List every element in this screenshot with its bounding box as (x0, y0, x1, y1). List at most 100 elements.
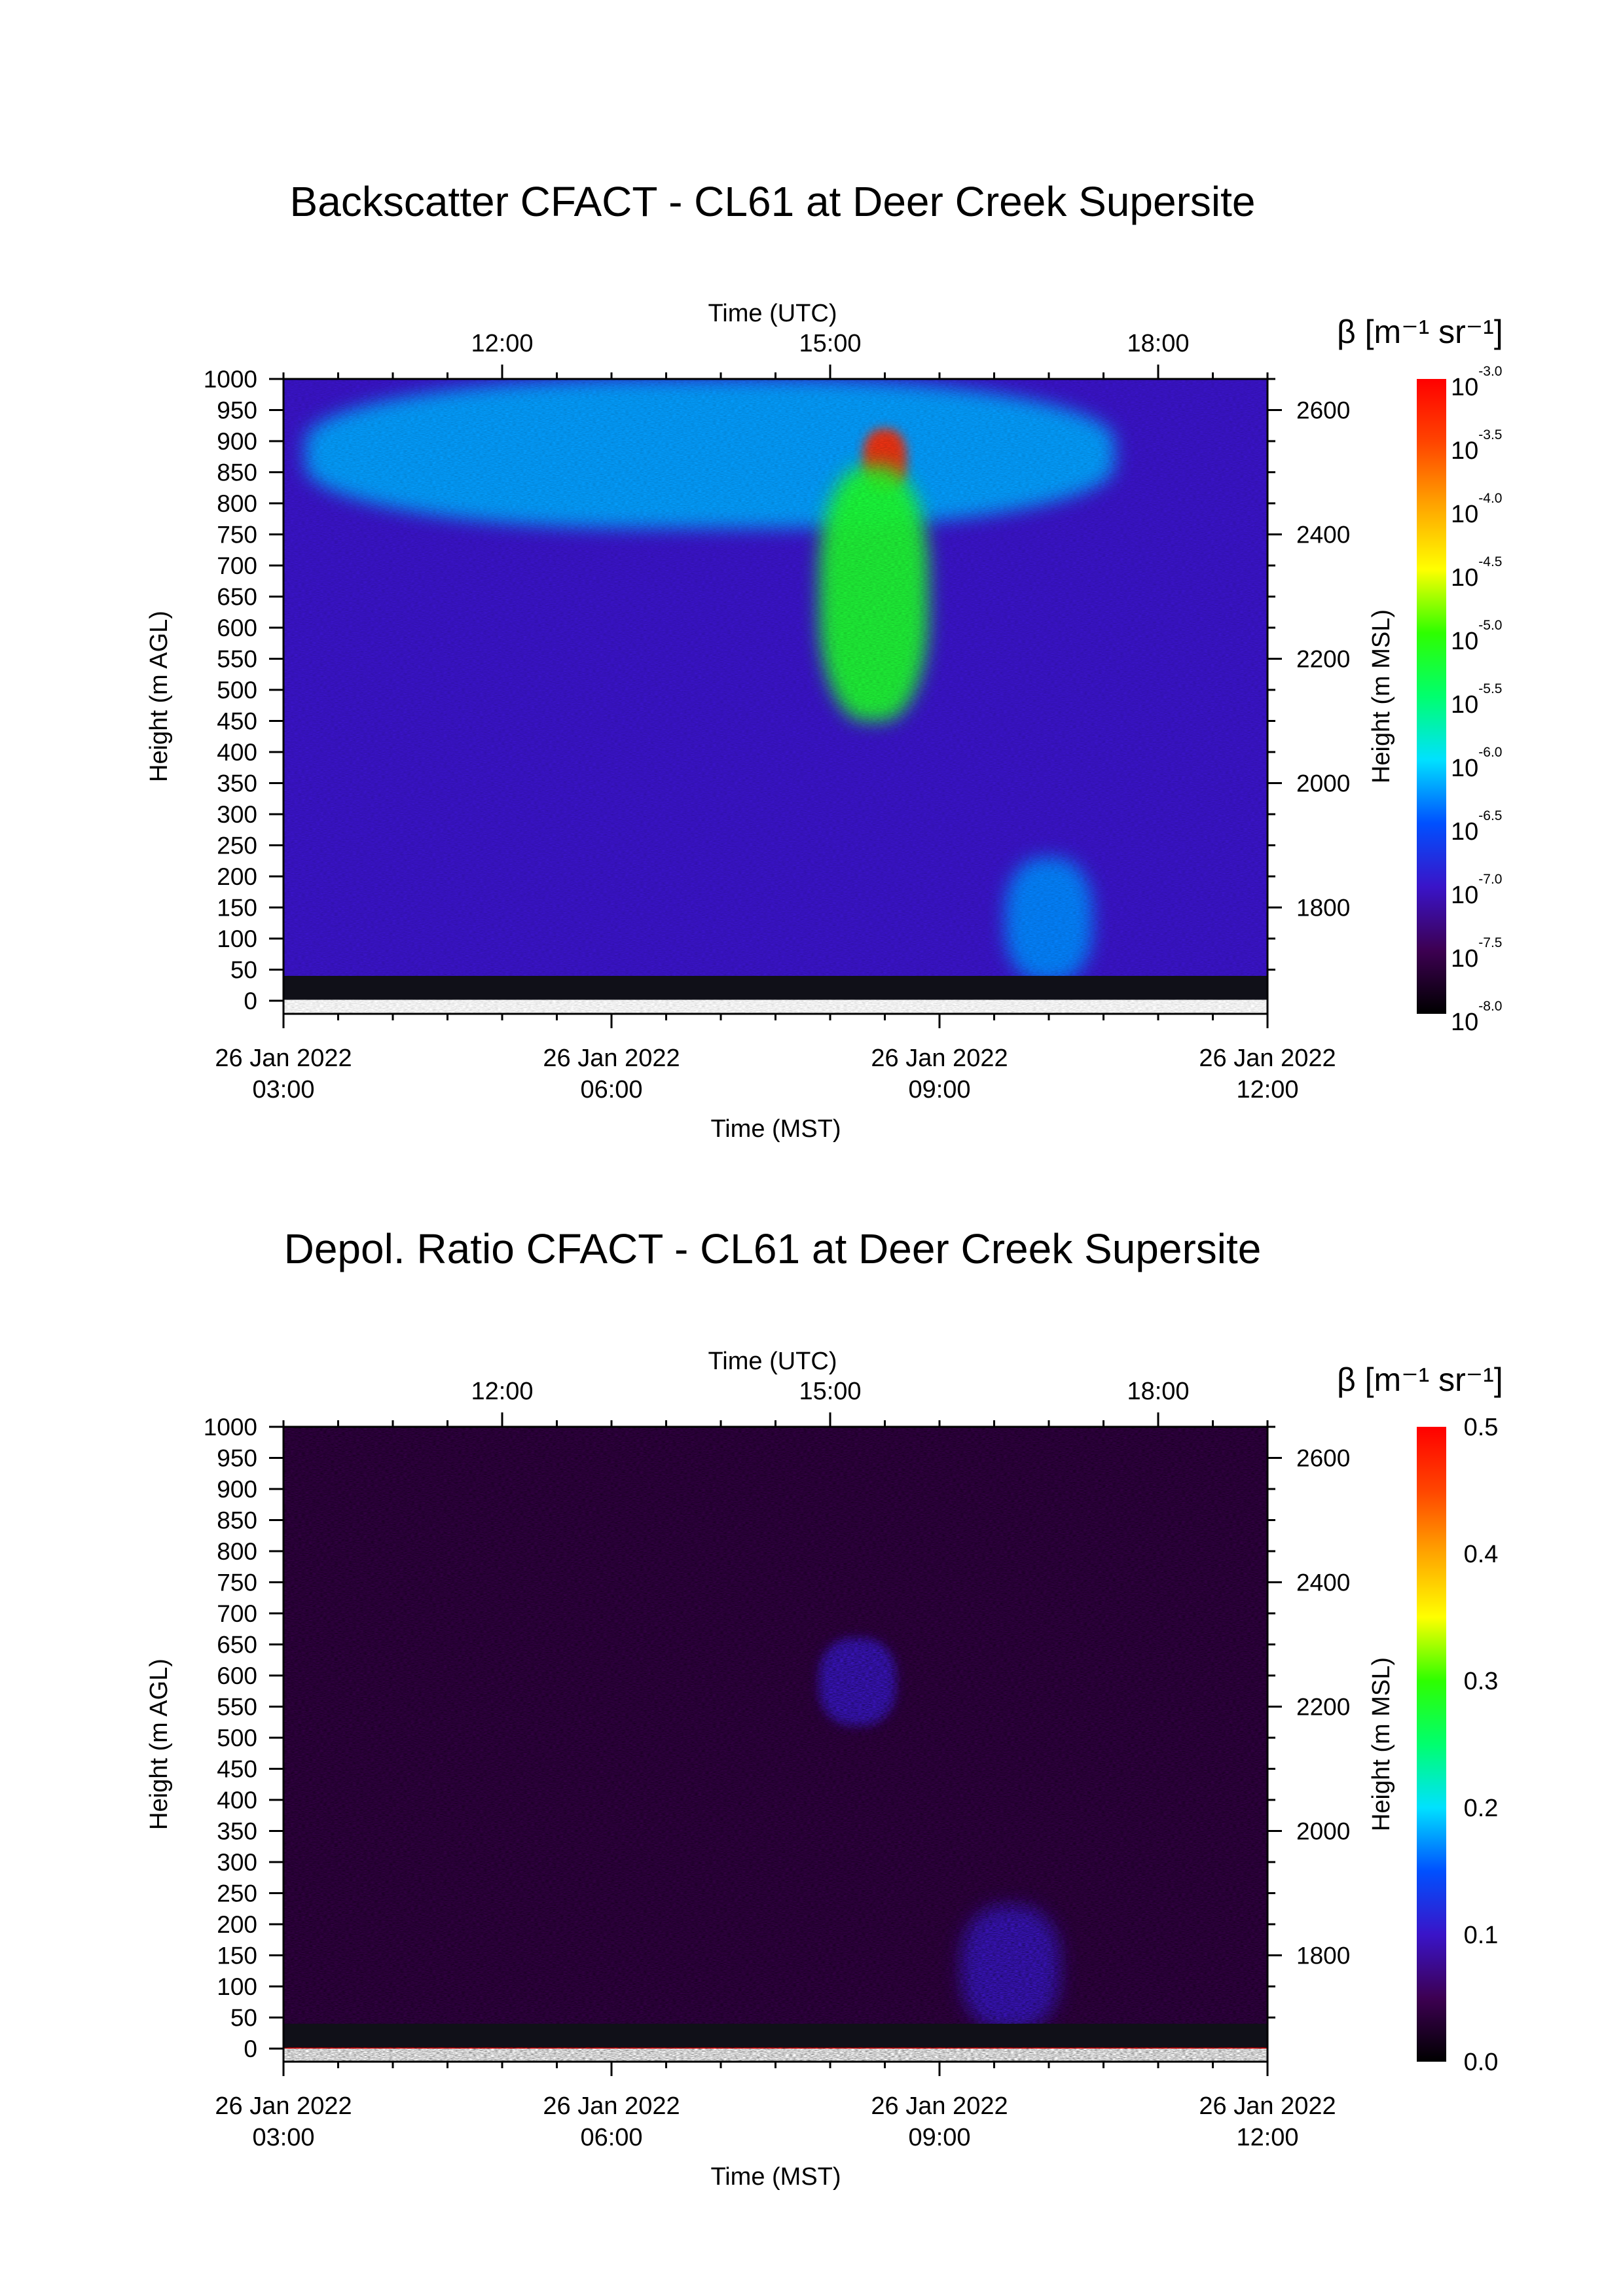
colorbar-tick-label: 0.0 (1464, 2049, 1499, 2076)
x-top-tick-label: 12:00 (471, 330, 533, 357)
colorbar-tick-label: 0.2 (1464, 1795, 1499, 1822)
x-tick-label-date: 26 Jan 2022 (1199, 1045, 1336, 1072)
colorbar-label: β [m⁻¹ sr⁻¹] (1337, 314, 1503, 350)
y-tick-label: 300 (217, 1849, 257, 1876)
x-tick-label-time: 03:00 (252, 1076, 314, 1103)
heatmap-field (283, 379, 1267, 1014)
x-tick-label-date: 26 Jan 2022 (1199, 2092, 1336, 2120)
y-tick-label: 100 (217, 1973, 257, 2000)
y-right-tick-label: 2600 (1296, 397, 1350, 424)
x-top-tick-label: 12:00 (471, 1378, 533, 1405)
x-tick-label-time: 09:00 (908, 2124, 970, 2151)
y-right-tick-label: 2000 (1296, 770, 1350, 797)
colorbar-tick-label: 10-4.5 (1451, 554, 1502, 592)
y-tick-label: 900 (217, 428, 257, 455)
x-top-tick-label: 18:00 (1127, 330, 1189, 357)
y-right-tick-label: 1800 (1296, 895, 1350, 922)
colorbar-tick-label: 0.5 (1464, 1414, 1499, 1441)
y-tick-label: 0 (244, 2036, 257, 2062)
y-tick-label: 250 (217, 1880, 257, 1907)
y-tick-label: 1000 (204, 1414, 257, 1441)
y-right-axis-label: Height (m MSL) (1368, 609, 1395, 783)
chart-panel-1: Depol. Ratio CFACT - CL61 at Deer Creek … (145, 1225, 1503, 2191)
x-top-tick-label: 18:00 (1127, 1378, 1189, 1405)
y-tick-label: 750 (217, 1570, 257, 1596)
y-tick-label: 1000 (204, 366, 257, 393)
chart-panel-0: Backscatter CFACT - CL61 at Deer Creek S… (145, 178, 1503, 1143)
y-right-tick-label: 2600 (1296, 1445, 1350, 1472)
x-top-axis-label: Time (UTC) (708, 300, 837, 327)
y-tick-label: 600 (217, 1662, 257, 1689)
y-tick-label: 450 (217, 708, 257, 735)
x-top-tick-label: 15:00 (799, 330, 861, 357)
colorbar (1417, 379, 1446, 1014)
x-top-axis-label: Time (UTC) (708, 1348, 837, 1375)
y-right-tick-label: 1800 (1296, 1943, 1350, 1969)
colorbar-tick-label: 10-6.0 (1451, 745, 1502, 782)
y-tick-label: 800 (217, 1538, 257, 1565)
y-tick-label: 850 (217, 1507, 257, 1534)
y-tick-label: 550 (217, 1694, 257, 1721)
colorbar-tick-label: 10-7.5 (1451, 935, 1502, 973)
y-tick-label: 350 (217, 770, 257, 797)
x-tick-label-date: 26 Jan 2022 (871, 1045, 1008, 1072)
y-tick-label: 650 (217, 1632, 257, 1659)
y-tick-label: 400 (217, 739, 257, 766)
y-tick-label: 550 (217, 646, 257, 673)
heatmap-texture (283, 379, 1267, 1014)
x-tick-label-time: 09:00 (908, 1076, 970, 1103)
y-tick-label: 500 (217, 677, 257, 704)
x-tick-label-date: 26 Jan 2022 (215, 1045, 352, 1072)
y-tick-label: 200 (217, 863, 257, 890)
y-right-tick-label: 2400 (1296, 1570, 1350, 1596)
colorbar-tick-label: 10-3.5 (1451, 427, 1502, 465)
heatmap-texture (283, 1427, 1267, 2062)
heatmap-field (283, 1427, 1267, 2062)
colorbar-tick-label: 10-7.0 (1451, 872, 1502, 909)
colorbar-tick-label: 0.1 (1464, 1922, 1499, 1949)
y-tick-label: 450 (217, 1756, 257, 1783)
chart-title: Depol. Ratio CFACT - CL61 at Deer Creek … (284, 1225, 1262, 1272)
colorbar-tick-label: 0.4 (1464, 1541, 1499, 1568)
x-tick-label-time: 03:00 (252, 2124, 314, 2151)
y-right-axis-label: Height (m MSL) (1368, 1657, 1395, 1831)
colorbar-tick-label: 10-8.0 (1451, 999, 1502, 1036)
x-tick-label-time: 12:00 (1236, 1076, 1298, 1103)
y-axis-label: Height (m AGL) (145, 1659, 173, 1830)
x-tick-label-date: 26 Jan 2022 (871, 2092, 1008, 2120)
x-tick-label-time: 06:00 (580, 2124, 642, 2151)
y-tick-label: 750 (217, 522, 257, 548)
y-right-tick-label: 2200 (1296, 646, 1350, 673)
y-tick-label: 100 (217, 925, 257, 952)
y-tick-label: 950 (217, 1445, 257, 1472)
colorbar-tick-label: 10-5.5 (1451, 681, 1502, 719)
y-tick-label: 350 (217, 1818, 257, 1845)
y-tick-label: 900 (217, 1476, 257, 1503)
colorbar-tick-label: 10-6.5 (1451, 808, 1502, 846)
colorbar-tick-label: 0.3 (1464, 1668, 1499, 1695)
y-tick-label: 500 (217, 1725, 257, 1751)
y-right-tick-label: 2200 (1296, 1694, 1350, 1721)
y-right-tick-label: 2400 (1296, 522, 1350, 548)
x-tick-label-time: 12:00 (1236, 2124, 1298, 2151)
colorbar-tick-label: 10-3.0 (1451, 364, 1502, 401)
x-tick-label-date: 26 Jan 2022 (543, 1045, 680, 1072)
y-tick-label: 650 (217, 584, 257, 611)
colorbar (1417, 1427, 1446, 2062)
colorbar-tick-label: 10-5.0 (1451, 618, 1502, 655)
y-tick-label: 250 (217, 833, 257, 859)
ground-band (283, 976, 1267, 1000)
ground-band (283, 2024, 1267, 2048)
y-tick-label: 400 (217, 1787, 257, 1814)
y-tick-label: 200 (217, 1911, 257, 1938)
y-tick-label: 0 (244, 988, 257, 1014)
y-tick-label: 850 (217, 459, 257, 486)
y-tick-label: 150 (217, 895, 257, 922)
y-tick-label: 50 (230, 2005, 257, 2032)
x-tick-label-time: 06:00 (580, 1076, 642, 1103)
y-tick-label: 950 (217, 397, 257, 424)
x-tick-label-date: 26 Jan 2022 (215, 2092, 352, 2120)
x-axis-label: Time (MST) (710, 2163, 841, 2191)
y-axis-label: Height (m AGL) (145, 611, 173, 782)
